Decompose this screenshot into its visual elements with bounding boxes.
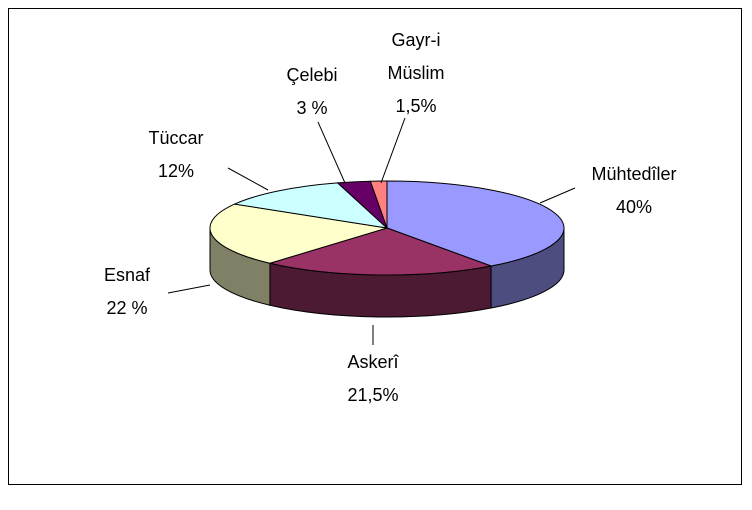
pie-slice <box>369 180 388 229</box>
value-label: 12% <box>157 161 195 181</box>
data-label: Askerî 21,5% <box>313 346 433 412</box>
pie-slice <box>386 180 565 267</box>
data-label: Mühtedîler 40% <box>574 158 694 224</box>
data-label: Tüccar 12% <box>126 122 226 188</box>
pie-slice <box>268 227 493 276</box>
leader-line <box>167 284 211 294</box>
leader-line <box>380 117 406 184</box>
pie-slice <box>209 203 388 264</box>
value-label: 21,5% <box>347 385 399 405</box>
value-label: 40% <box>615 197 653 217</box>
value-label: 3 % <box>296 98 328 118</box>
value-label: 1,5% <box>395 96 437 116</box>
leader-line <box>227 167 269 191</box>
pie-slice <box>232 182 389 229</box>
category-label: Çelebi <box>286 65 338 85</box>
category-label: Esnaf <box>103 265 151 285</box>
leader-line <box>317 121 346 184</box>
data-label: Çelebi 3 % <box>262 59 362 125</box>
data-label: Esnaf 22 % <box>77 259 177 325</box>
category-label: Askerî <box>347 352 399 372</box>
category-label: Tüccar <box>148 128 204 148</box>
leader-line <box>539 187 576 204</box>
category-label: Gayr-i Müslim <box>387 30 445 83</box>
category-label: Mühtedîler <box>591 164 677 184</box>
data-label: Gayr-i Müslim 1,5% <box>371 24 461 123</box>
value-label: 22 % <box>106 298 148 318</box>
